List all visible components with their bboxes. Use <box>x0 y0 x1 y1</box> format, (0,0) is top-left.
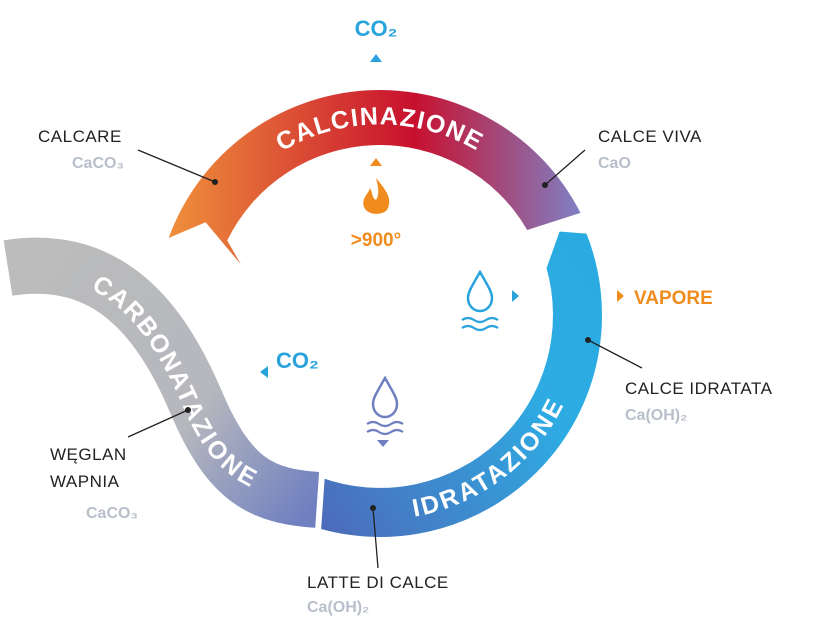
drop-icon <box>466 269 494 313</box>
compound-name: CALCARE <box>38 127 122 146</box>
arrow-right <box>617 290 624 302</box>
compound-name: CALCE IDRATATA <box>625 379 773 398</box>
leader-dot <box>212 179 218 185</box>
leader-dot <box>542 182 548 188</box>
leader <box>587 339 643 369</box>
compound-name: LATTE DI CALCE <box>307 573 449 592</box>
compound-name: CALCE VIVA <box>598 127 702 146</box>
vapor-label: VAPORE <box>634 288 713 309</box>
hydration-arc <box>314 225 608 544</box>
compound-formula: Ca(OH)₂ <box>625 407 687 424</box>
compound-name: WĘGLAN <box>50 445 127 464</box>
arrow-left <box>260 366 268 378</box>
leader-dot <box>185 407 191 413</box>
leader <box>544 149 586 186</box>
flame-icon <box>363 178 390 214</box>
carbonation-band <box>3 237 321 528</box>
leader <box>372 507 379 569</box>
leader <box>137 149 216 183</box>
leader <box>127 409 189 438</box>
compound-formula: Ca(OH)₂ <box>307 599 369 616</box>
cycle-shapes <box>3 90 608 544</box>
arrow-right <box>512 290 519 302</box>
co2-input: CO₂ <box>276 348 319 373</box>
co2-output: CO₂ <box>355 16 398 41</box>
leader-dot <box>585 337 591 343</box>
temperature: >900° <box>351 230 401 251</box>
compound-formula: CaCO₃ <box>72 155 124 172</box>
calcination-arc <box>168 90 581 265</box>
compound-formula: CaO <box>598 155 631 172</box>
arrow-down <box>377 440 389 447</box>
waves-icon <box>461 316 499 332</box>
arrow-up <box>370 54 382 62</box>
arrow-up <box>370 158 382 166</box>
leader-dot <box>370 505 376 511</box>
compound-name: WAPNIA <box>50 472 120 491</box>
compound-formula: CaCO₃ <box>86 505 138 522</box>
waves-icon <box>366 420 404 436</box>
drop-icon <box>371 375 399 419</box>
